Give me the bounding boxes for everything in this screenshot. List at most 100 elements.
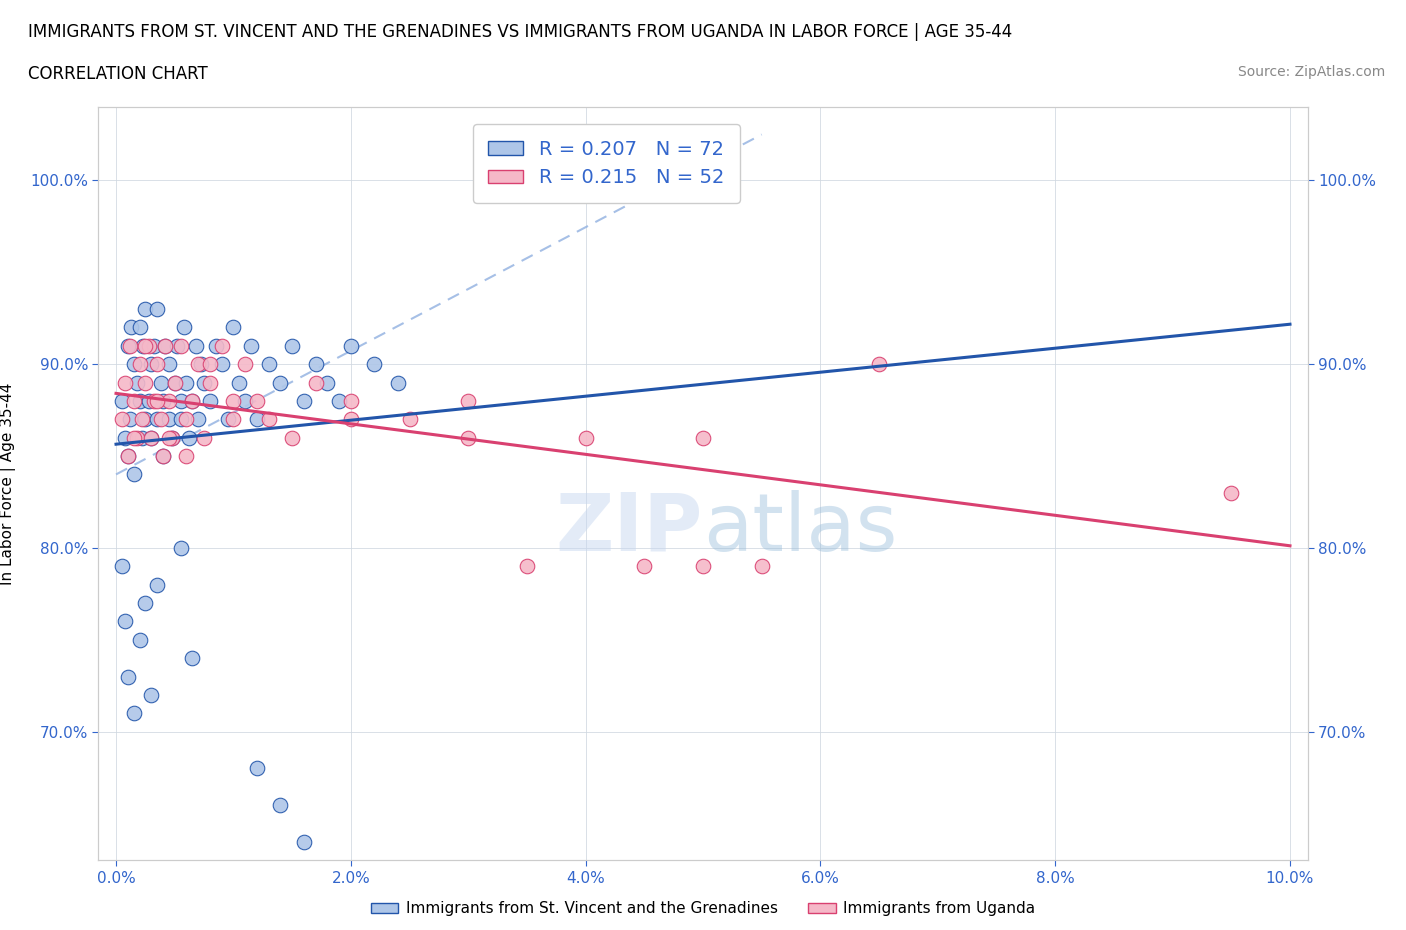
Point [141, 431, 163, 445]
Text: CORRELATION CHART: CORRELATION CHART [28, 65, 208, 83]
Point [692, 431, 714, 445]
Point [222, 393, 245, 408]
Point [111, 412, 134, 427]
Point [193, 375, 215, 390]
Legend: Immigrants from St. Vincent and the Grenadines, Immigrants from Uganda: Immigrants from St. Vincent and the Gren… [364, 896, 1042, 923]
Point [340, 393, 363, 408]
Point [363, 357, 385, 372]
Point [149, 412, 172, 427]
Point [122, 467, 145, 482]
Point [122, 706, 145, 721]
Point [1220, 485, 1243, 500]
Point [246, 412, 269, 427]
Point [257, 412, 280, 427]
Point [155, 339, 177, 353]
Point [152, 393, 174, 408]
Point [111, 559, 134, 574]
Point [211, 339, 233, 353]
Point [169, 412, 191, 427]
Point [127, 375, 149, 390]
Point [304, 357, 326, 372]
Point [146, 412, 169, 427]
Point [120, 339, 142, 353]
Text: IMMIGRANTS FROM ST. VINCENT AND THE GRENADINES VS IMMIGRANTS FROM UGANDA IN LABO: IMMIGRANTS FROM ST. VINCENT AND THE GREN… [28, 23, 1012, 41]
Point [169, 540, 191, 555]
Point [142, 339, 165, 353]
Point [176, 448, 198, 463]
Point [281, 431, 304, 445]
Point [120, 320, 142, 335]
Point [138, 339, 160, 353]
Point [316, 375, 339, 390]
Point [114, 614, 136, 629]
Point [387, 375, 409, 390]
Point [292, 834, 315, 849]
Point [222, 320, 245, 335]
Point [281, 339, 304, 353]
Point [157, 412, 180, 427]
Point [181, 393, 204, 408]
Point [117, 448, 139, 463]
Point [198, 357, 221, 372]
Point [146, 301, 169, 316]
Point [457, 393, 479, 408]
Point [146, 578, 169, 592]
Point [176, 412, 198, 427]
Point [163, 375, 186, 390]
Point [131, 412, 153, 427]
Point [127, 431, 149, 445]
Point [155, 339, 177, 353]
Point [132, 339, 155, 353]
Point [173, 320, 195, 335]
Point [222, 412, 245, 427]
Point [233, 357, 256, 372]
Point [398, 412, 420, 427]
Point [633, 559, 655, 574]
Point [292, 393, 315, 408]
Point [157, 431, 180, 445]
Point [122, 393, 145, 408]
Point [198, 375, 221, 390]
Point [157, 357, 180, 372]
Point [304, 375, 326, 390]
Text: ZIP: ZIP [555, 490, 703, 568]
Point [177, 431, 200, 445]
Point [134, 412, 156, 427]
Point [340, 339, 363, 353]
Legend: R = 0.207   N = 72, R = 0.215   N = 52: R = 0.207 N = 72, R = 0.215 N = 52 [472, 125, 740, 203]
Point [163, 375, 186, 390]
Point [162, 431, 184, 445]
Point [269, 375, 291, 390]
Point [128, 320, 150, 335]
Point [117, 448, 139, 463]
Y-axis label: In Labor Force | Age 35-44: In Labor Force | Age 35-44 [0, 382, 15, 585]
Point [211, 357, 233, 372]
Point [141, 357, 163, 372]
Point [141, 431, 163, 445]
Point [120, 412, 142, 427]
Point [233, 393, 256, 408]
Point [169, 393, 191, 408]
Point [181, 393, 204, 408]
Point [141, 687, 163, 702]
Point [187, 357, 209, 372]
Point [340, 412, 363, 427]
Point [134, 595, 156, 610]
Point [190, 357, 212, 372]
Point [114, 375, 136, 390]
Point [457, 431, 479, 445]
Point [575, 431, 598, 445]
Point [269, 798, 291, 813]
Point [146, 357, 169, 372]
Point [187, 412, 209, 427]
Point [181, 651, 204, 666]
Point [142, 393, 165, 408]
Point [257, 357, 280, 372]
Point [111, 393, 134, 408]
Point [146, 393, 169, 408]
Point [751, 559, 773, 574]
Point [152, 448, 174, 463]
Point [114, 431, 136, 445]
Point [204, 339, 226, 353]
Point [122, 431, 145, 445]
